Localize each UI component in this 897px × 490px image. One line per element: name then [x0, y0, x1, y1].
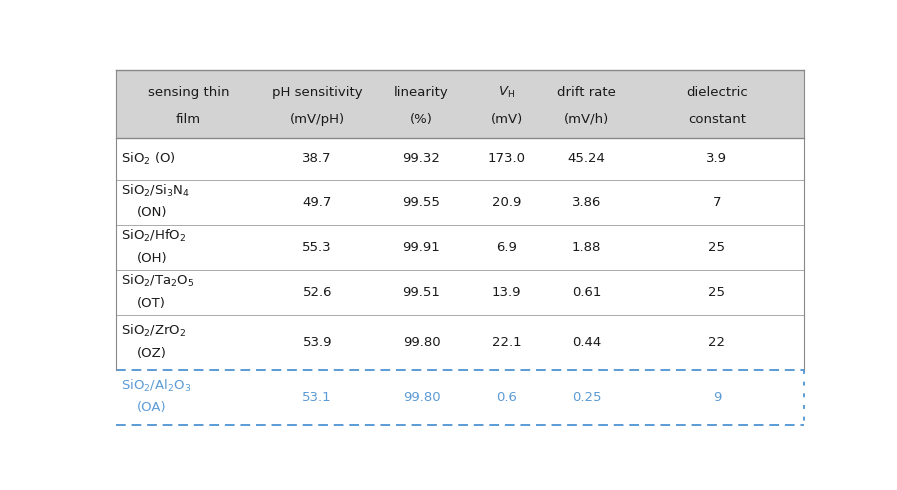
Text: 25: 25: [709, 286, 726, 299]
Text: (OT): (OT): [136, 297, 165, 310]
Text: 22: 22: [709, 336, 726, 349]
Text: 38.7: 38.7: [302, 152, 332, 165]
Text: (OH): (OH): [136, 251, 167, 265]
Text: SiO$_2$/ZrO$_2$: SiO$_2$/ZrO$_2$: [121, 323, 187, 340]
Text: (OZ): (OZ): [136, 347, 166, 360]
Bar: [116, 70, 804, 138]
Text: (%): (%): [410, 113, 433, 125]
Text: (mV): (mV): [491, 113, 523, 125]
Text: 45.24: 45.24: [568, 152, 605, 165]
Text: 99.80: 99.80: [403, 391, 440, 404]
Text: 53.1: 53.1: [302, 391, 332, 404]
Text: 0.61: 0.61: [572, 286, 601, 299]
Text: 22.1: 22.1: [492, 336, 521, 349]
Text: 173.0: 173.0: [488, 152, 526, 165]
Text: 6.9: 6.9: [496, 241, 517, 254]
Text: SiO$_2$ (O): SiO$_2$ (O): [121, 151, 176, 167]
Text: 53.9: 53.9: [302, 336, 332, 349]
Text: 0.6: 0.6: [496, 391, 517, 404]
Text: 49.7: 49.7: [302, 196, 332, 209]
Text: 55.3: 55.3: [302, 241, 332, 254]
Text: SiO$_2$/Si$_3$N$_4$: SiO$_2$/Si$_3$N$_4$: [121, 183, 190, 199]
Text: (mV/h): (mV/h): [564, 113, 609, 125]
Text: 9: 9: [713, 391, 721, 404]
Text: SiO$_2$/Al$_2$O$_3$: SiO$_2$/Al$_2$O$_3$: [121, 378, 191, 394]
Text: 0.44: 0.44: [572, 336, 601, 349]
Text: SiO$_2$/Ta$_2$O$_5$: SiO$_2$/Ta$_2$O$_5$: [121, 273, 195, 290]
Text: sensing thin: sensing thin: [148, 86, 230, 99]
Text: $V_{\mathrm{H}}$: $V_{\mathrm{H}}$: [498, 85, 515, 100]
Text: 13.9: 13.9: [492, 286, 521, 299]
Text: (mV/pH): (mV/pH): [290, 113, 344, 125]
Text: constant: constant: [688, 113, 746, 125]
Text: 3.86: 3.86: [572, 196, 601, 209]
Text: 99.32: 99.32: [403, 152, 440, 165]
Text: 20.9: 20.9: [492, 196, 521, 209]
Text: film: film: [176, 113, 201, 125]
Text: 99.80: 99.80: [403, 336, 440, 349]
Text: drift rate: drift rate: [557, 86, 616, 99]
Text: pH sensitivity: pH sensitivity: [272, 86, 362, 99]
Text: SiO$_2$/HfO$_2$: SiO$_2$/HfO$_2$: [121, 228, 187, 244]
Text: 1.88: 1.88: [572, 241, 601, 254]
Text: 25: 25: [709, 241, 726, 254]
Text: 3.9: 3.9: [707, 152, 727, 165]
Text: 99.55: 99.55: [403, 196, 440, 209]
Text: 0.25: 0.25: [571, 391, 601, 404]
Text: (ON): (ON): [136, 206, 167, 219]
Text: 52.6: 52.6: [302, 286, 332, 299]
Text: dielectric: dielectric: [686, 86, 748, 99]
Text: 99.51: 99.51: [403, 286, 440, 299]
Text: 7: 7: [713, 196, 721, 209]
Text: (OA): (OA): [136, 401, 166, 415]
Text: 99.91: 99.91: [403, 241, 440, 254]
Text: linearity: linearity: [394, 86, 448, 99]
